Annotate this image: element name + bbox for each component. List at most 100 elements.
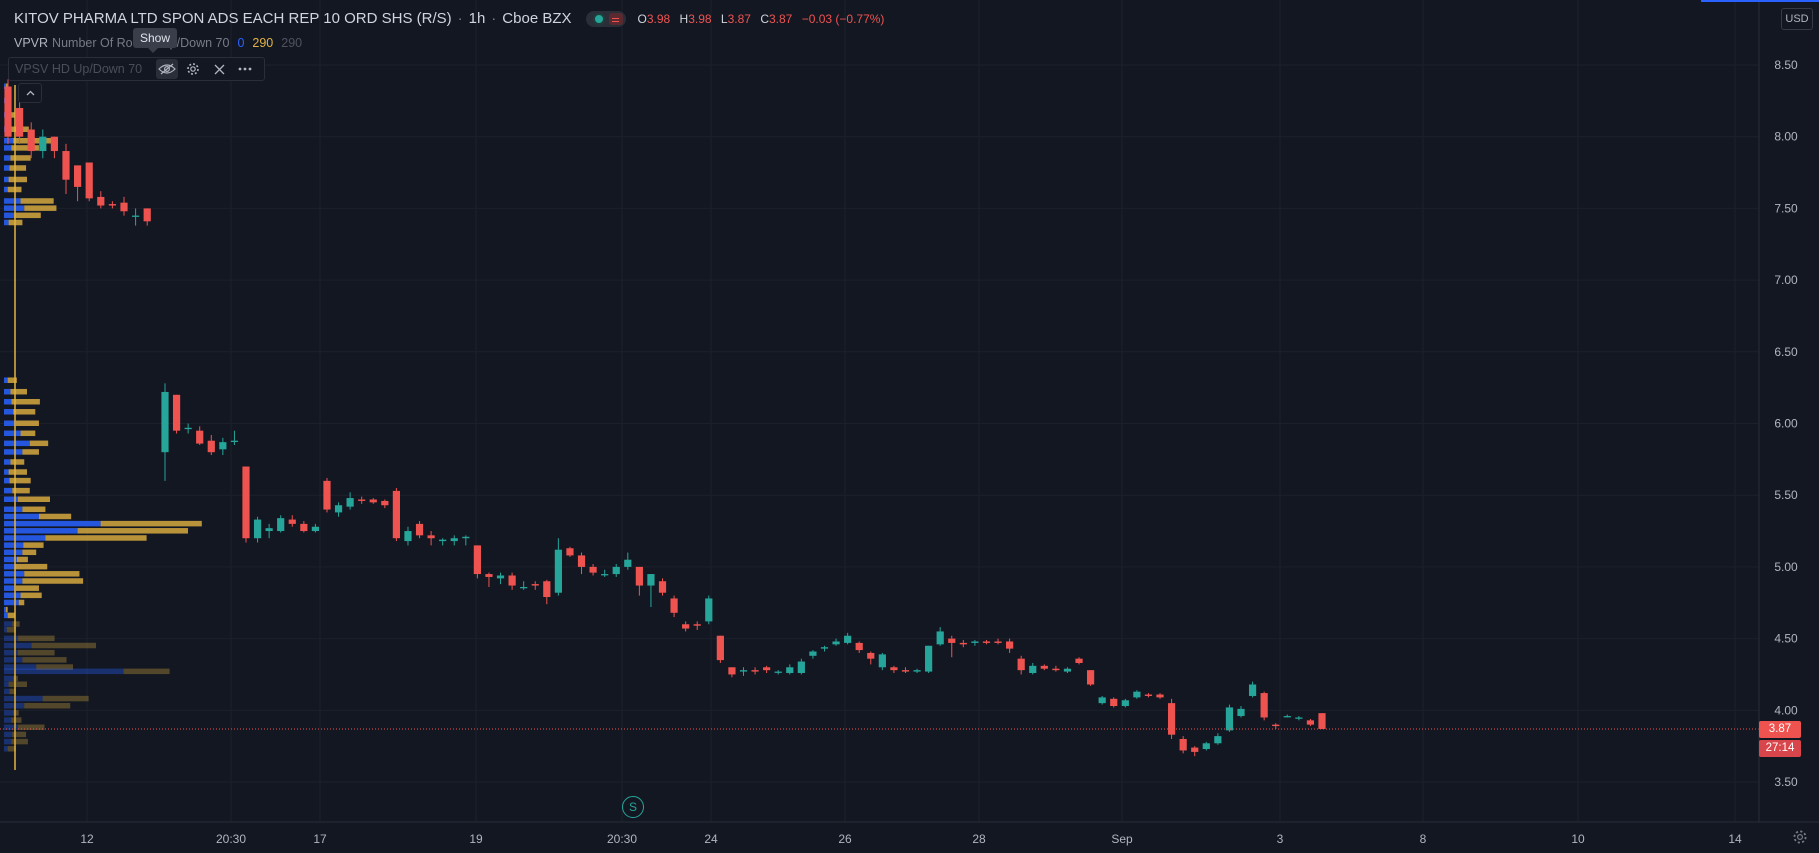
volume-bar-down [8, 681, 27, 687]
volume-bar-down [45, 535, 147, 541]
candle-body [27, 129, 35, 152]
volume-bar-down [14, 212, 41, 219]
indicator-name[interactable]: VPSV HD Up/Down 70 [15, 62, 143, 76]
volume-bar-up [4, 219, 9, 226]
volume-bar-down [12, 731, 27, 738]
split-event-marker[interactable]: S [622, 796, 644, 818]
volume-bar-up [4, 377, 8, 383]
volume-bar-up [4, 549, 23, 556]
time-tick-label: 14 [1728, 832, 1742, 846]
volume-bar-down [11, 717, 22, 723]
candle-body [624, 559, 632, 567]
volume-bar-up [4, 535, 46, 541]
candle-body [959, 642, 967, 645]
close-icon [214, 64, 225, 74]
volume-bar-up [4, 487, 13, 494]
gear-icon [1793, 830, 1807, 844]
candle-body [601, 574, 609, 576]
candle-body [577, 555, 586, 567]
time-axis[interactable]: 12 20:30 17 19 20:30 24 26 28 Sep 3 8 10 14 [80, 832, 1742, 846]
candle-body [1052, 668, 1060, 671]
ohlc-values: O3.98 H3.98 L3.87 C3.87 −0.03 (−0.77%) [637, 11, 885, 26]
candle-body [855, 642, 863, 651]
time-tick-label: 24 [704, 832, 718, 846]
volume-bar-up [4, 599, 19, 606]
indicator-name[interactable]: VPVR [14, 36, 49, 50]
candle-body [300, 523, 308, 532]
exchange-label: Cboe BZX [502, 10, 572, 27]
volume-bar-down [31, 642, 97, 649]
gear-icon [187, 63, 199, 75]
volume-bar-down [15, 420, 39, 426]
price-axis[interactable]: 8.50 8.00 7.50 7.00 6.50 6.00 5.50 5.00 4.50 4.00… [1774, 58, 1798, 789]
candle-body [184, 427, 192, 430]
candle-body [1225, 707, 1234, 731]
time-tick-label: Sep [1111, 832, 1133, 846]
candle-body [670, 598, 678, 613]
collapse-legend-button[interactable] [18, 83, 42, 103]
price-tick-label: 8.50 [1774, 58, 1798, 72]
visibility-toggle-button[interactable] [156, 59, 179, 79]
price-tick-label: 5.50 [1774, 488, 1798, 502]
candle-body [265, 528, 273, 532]
volume-bar-down [17, 635, 55, 642]
settings-button[interactable] [182, 59, 204, 79]
indicator-vpsv-legend[interactable]: VPSV HD Up/Down 70 [8, 57, 266, 81]
volume-bar-up [4, 388, 11, 395]
volume-bar-up [4, 675, 14, 682]
chart-settings-button[interactable] [1791, 828, 1809, 846]
volume-bar-down [11, 738, 28, 745]
candle-body [901, 670, 910, 672]
last-price-label: 3.87 [1759, 720, 1801, 738]
candle-body [751, 670, 759, 672]
candle-body [913, 670, 921, 672]
volume-profile [4, 83, 202, 752]
volume-bar-up [4, 621, 13, 627]
candle-body [4, 86, 12, 137]
candle-body [1295, 717, 1303, 719]
candle-body [74, 165, 82, 187]
more-button[interactable] [234, 59, 256, 79]
candle-body [1202, 743, 1210, 750]
volume-bar-down [7, 746, 16, 752]
volume-bar-up [4, 606, 6, 613]
volume-bar-up [4, 635, 18, 642]
candle-body [878, 654, 886, 668]
volume-bar-up [4, 205, 25, 211]
volume-bar-down [9, 165, 27, 171]
more-dots-icon [238, 67, 252, 71]
candle-body [728, 667, 736, 675]
interval-label[interactable]: 1h [468, 10, 486, 27]
candle-body [39, 136, 47, 152]
candle-body [242, 466, 250, 539]
candle-body [288, 519, 296, 524]
candle-body [1087, 670, 1095, 685]
market-status[interactable] [585, 10, 626, 27]
candle-body [1040, 665, 1048, 669]
candle-body [925, 645, 933, 672]
currency-button[interactable]: USD [1781, 8, 1813, 30]
volume-bar-down [36, 664, 73, 670]
volume-bar-down [29, 440, 49, 447]
volume-bar-down [11, 145, 39, 151]
remove-button[interactable] [208, 59, 230, 79]
candle-body [450, 538, 458, 542]
candle-body [1133, 691, 1141, 698]
volume-bar-up [4, 578, 23, 584]
candle-body [253, 519, 262, 539]
symbol-legend[interactable]: KITOV PHARMA LTD SPON ADS EACH REP 10 OR… [14, 10, 884, 27]
price-tick-label: 6.50 [1774, 345, 1798, 359]
volume-bar-down [5, 606, 8, 613]
candle-body [1017, 658, 1025, 671]
time-tick-label: 10 [1571, 832, 1585, 846]
symbol-title[interactable]: KITOV PHARMA LTD SPON ADS EACH REP 10 OR… [14, 10, 452, 27]
candle-body [143, 208, 151, 222]
volume-bar-down [22, 549, 37, 556]
volume-bar-down [8, 112, 16, 118]
separator: · [457, 10, 463, 27]
indicator-vpvr-legend[interactable]: VPVR Number Of Ro Up/Down 70 0 290 290 [14, 36, 302, 50]
time-tick-label: 19 [469, 832, 483, 846]
candle-body [1029, 665, 1037, 674]
tooltip: Show [133, 28, 178, 53]
